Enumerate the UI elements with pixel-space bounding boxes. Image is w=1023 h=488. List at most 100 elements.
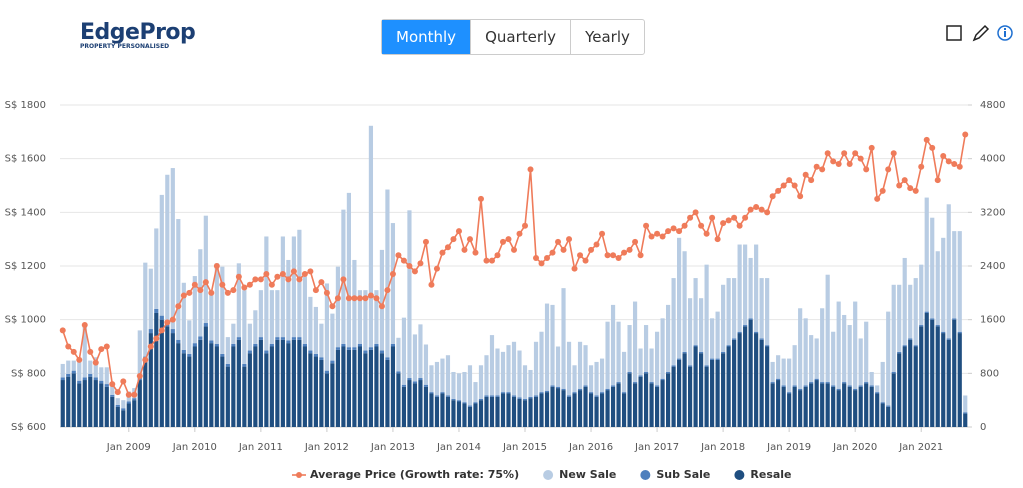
bar-segment (726, 345, 731, 347)
bar-segment (787, 358, 792, 393)
bar-segment (308, 296, 313, 351)
bar-segment (781, 358, 786, 386)
bar-segment (473, 382, 478, 403)
bar-segment (952, 318, 957, 320)
logo: EdgeProp PROPERTY PERSONALISED (80, 20, 196, 50)
price-point (125, 391, 132, 398)
bar-segment (715, 311, 720, 359)
bar-segment (902, 257, 907, 346)
bar-segment (627, 371, 632, 374)
bar-segment (396, 373, 401, 427)
y2-tick-label: 2400 (980, 261, 1005, 272)
x-tick-label: Jan 2016 (568, 442, 613, 453)
bar-segment (489, 396, 495, 427)
tab[interactable]: Monthly (382, 20, 471, 54)
bar-segment (869, 386, 874, 427)
bar-segment (836, 388, 841, 391)
bar-segment (897, 353, 902, 427)
bar-segment (110, 394, 115, 397)
price-point (753, 203, 760, 210)
bar-segment (214, 343, 219, 347)
price-point (81, 322, 88, 329)
bar-segment (357, 290, 363, 344)
bar-segment (643, 325, 649, 372)
bar-segment (379, 353, 385, 427)
info-icon[interactable] (997, 25, 1013, 41)
bar-segment (649, 382, 654, 384)
bar-segment (539, 331, 544, 393)
bar-segment (258, 339, 263, 427)
bar-segment (467, 406, 473, 427)
bar-segment (88, 374, 93, 377)
y-tick-label: S$ 1000 (5, 315, 46, 326)
bar-segment (286, 340, 291, 344)
y2-tick-label: 3200 (980, 207, 1005, 218)
price-point (76, 356, 83, 363)
bar-segment (154, 228, 159, 309)
period-tabs: Monthly Quarterly Yearly (381, 19, 645, 55)
price-point (929, 144, 936, 151)
bar-segment (93, 357, 98, 378)
y2-tick-label: 800 (980, 368, 999, 379)
price-point (257, 276, 264, 283)
toolbar-icons (946, 24, 1013, 42)
bar-segment (787, 392, 792, 394)
bar-segment (99, 367, 104, 381)
legend-marker (543, 470, 554, 480)
edit-icon[interactable] (972, 24, 990, 42)
x-tick-label: Jan 2011 (238, 442, 283, 453)
bar-segment (743, 325, 748, 327)
price-point (868, 144, 875, 151)
bar-segment (313, 306, 318, 354)
price-point (956, 163, 963, 170)
bar-segment (660, 318, 665, 379)
bar-segment (770, 383, 775, 427)
bar-segment (489, 335, 495, 396)
bar-segment (66, 374, 71, 377)
bar-segment (550, 386, 555, 427)
price-point (334, 295, 341, 302)
bar-segment (324, 370, 329, 374)
legend-label: Average Price (Growth rate: 75%) (310, 468, 519, 481)
screenshot-icon[interactable] (946, 25, 962, 41)
price-point (896, 182, 903, 189)
info-icon-bar (1004, 31, 1006, 37)
bar-segment (385, 189, 390, 358)
bar-segment (495, 396, 500, 427)
x-tick-label: Jan 2020 (832, 442, 877, 453)
bar-segment (363, 353, 368, 427)
bar-segment (192, 276, 197, 344)
tab[interactable]: Yearly (570, 20, 644, 54)
price-point (323, 289, 330, 296)
bar-segment (748, 319, 753, 427)
price-point (307, 268, 314, 275)
bar-segment (423, 386, 429, 427)
bar-segment (836, 301, 841, 389)
price-point (268, 281, 275, 288)
price-point (175, 303, 182, 310)
price-point (824, 150, 831, 157)
bar-segment (462, 403, 467, 427)
bar-segment (721, 284, 726, 352)
bar-segment (621, 393, 627, 427)
bar-segment (319, 357, 324, 360)
bar-segment (335, 266, 340, 348)
bar-segment (935, 326, 940, 427)
bar-segment (528, 369, 533, 397)
bar-segment (60, 377, 65, 381)
bar-segment (555, 346, 561, 387)
price-point (378, 303, 385, 310)
bar-segment (665, 373, 671, 427)
bar-segment (385, 357, 390, 360)
bar-segment (258, 337, 263, 340)
tab[interactable]: Quarterly (470, 20, 570, 54)
price-point (367, 292, 374, 299)
bar-segment (434, 395, 440, 397)
price-point (659, 233, 666, 240)
price-point (527, 166, 534, 173)
bar-segment (423, 344, 429, 385)
bar-segment (319, 323, 324, 358)
bar-segment (71, 373, 76, 427)
bar-segment (478, 365, 484, 399)
